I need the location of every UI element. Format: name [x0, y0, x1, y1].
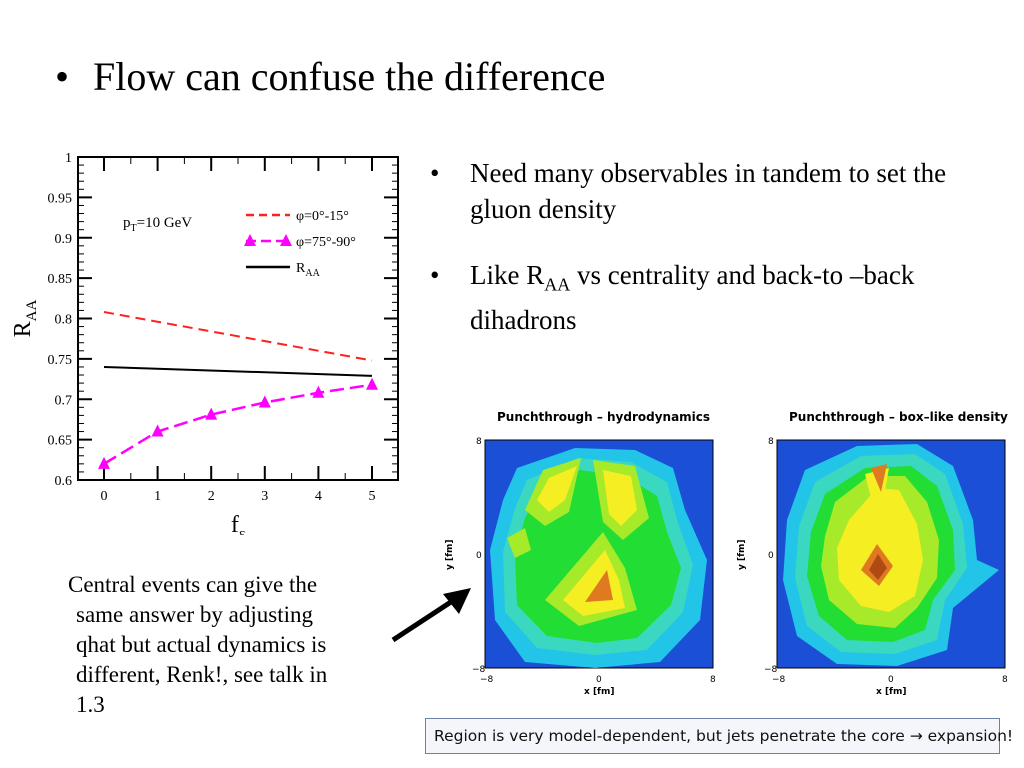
- pt-annotation-sub: T: [131, 223, 137, 234]
- bullet-2-sub: AA: [544, 274, 571, 295]
- bullet-2-post: vs centrality and back-to –back dihadron…: [470, 260, 915, 336]
- callout-line: same answer by adjusting: [76, 602, 313, 627]
- x-tick-label: 4: [315, 489, 322, 504]
- map2-xtick: 0: [888, 675, 894, 685]
- bullet-dot: •: [430, 158, 440, 188]
- callout-line: Central events can give the: [68, 572, 318, 597]
- callout-line: different, Renk!, see talk in: [76, 662, 328, 687]
- bullet-2: • Like RAA vs centrality and back-to –ba…: [430, 257, 990, 337]
- map1-ytick: 8: [476, 437, 482, 447]
- map2-ytick: 0: [768, 551, 774, 561]
- series-line-3: [103, 365, 373, 377]
- legend-label: φ=0°-15°: [296, 209, 349, 224]
- y-axis-label: RAA: [10, 299, 40, 337]
- map2-xtick: −8: [772, 675, 786, 685]
- y-axis-label-sub: AA: [24, 299, 40, 321]
- slide-title: • Flow can confuse the difference: [55, 52, 605, 102]
- y-tick-label: 0.75: [48, 353, 73, 368]
- series-line-1: [103, 311, 373, 362]
- callout-text: Central events can give the same answer …: [68, 570, 398, 720]
- bullet-1: • Need many observables in tandem to set…: [430, 155, 990, 235]
- map2-ylabel: y [fm]: [737, 539, 747, 570]
- legend-marker: [244, 234, 256, 246]
- arrow-icon: [391, 588, 471, 643]
- x-axis-label: fε: [231, 512, 245, 535]
- series-point: [98, 456, 110, 469]
- series-point: [366, 377, 378, 390]
- x-axis-label-sub: ε: [239, 526, 245, 535]
- y-tick-label: 0.8: [55, 313, 73, 328]
- callout-line: qhat but actual dynamics is: [76, 632, 327, 657]
- bullet-2-text: Like RAA vs centrality and back-to –back…: [470, 257, 990, 338]
- bullet-2-pre: Like R: [470, 260, 545, 290]
- y-tick-label: 0.6: [55, 474, 73, 489]
- legend-label-sub: AA: [305, 268, 320, 279]
- y-tick-label: 1: [65, 151, 72, 166]
- y-tick-label: 0.9: [55, 232, 73, 247]
- caption-box: Region is very model-dependent, but jets…: [425, 718, 1013, 754]
- pt-annotation: pT=10 GeV: [123, 215, 192, 234]
- x-tick-label: 3: [261, 489, 268, 504]
- title-bullet: •: [55, 54, 70, 99]
- map2-title: Punchthrough – box–like density: [789, 410, 1008, 424]
- title-text: Flow can confuse the difference: [93, 54, 606, 99]
- map1-title: Punchthrough – hydrodynamics: [497, 410, 711, 424]
- map2-xlabel: x [fm]: [876, 687, 906, 697]
- x-tick-label: 0: [101, 489, 108, 504]
- bullet-1-text: Need many observables in tandem to set t…: [470, 158, 947, 224]
- map1-plot: [484, 439, 714, 669]
- map2-plot: [776, 439, 1006, 669]
- map2-ytick: −8: [764, 665, 778, 675]
- map2-ytick: 8: [768, 437, 774, 447]
- bullet-dot: •: [430, 260, 440, 290]
- x-tick-label: 1: [154, 489, 161, 504]
- map1-ylabel: y [fm]: [445, 539, 455, 570]
- legend-label: φ=75°-90°: [296, 235, 356, 250]
- y-tick-label: 0.95: [48, 191, 73, 206]
- map1-xlabel: x [fm]: [584, 687, 614, 697]
- contour-maps: 8 0 −8 −8 0 8 x [fm] y [fm] 8 0 −8 −8 0 …: [445, 437, 1008, 697]
- legend-marker: [280, 234, 292, 246]
- map1-xtick: 0: [596, 675, 602, 685]
- series-point: [258, 395, 271, 408]
- series-point: [151, 424, 164, 437]
- x-tick-label: 2: [208, 489, 215, 504]
- y-tick-label: 0.85: [48, 272, 73, 287]
- map1-xtick: −8: [480, 675, 494, 685]
- map1-ytick: 0: [476, 551, 482, 561]
- legend-label: RAA: [296, 261, 321, 279]
- pt-annotation-post: =10 GeV: [137, 215, 193, 231]
- map1-ytick: −8: [472, 665, 486, 675]
- map2-xtick: 8: [1002, 675, 1008, 685]
- y-tick-label: 0.7: [55, 393, 73, 408]
- x-tick-label: 5: [369, 489, 376, 504]
- map1-xtick: 8: [710, 675, 716, 685]
- y-tick-label: 0.65: [48, 434, 73, 449]
- series-point: [312, 385, 325, 398]
- series-point: [205, 407, 218, 420]
- series-line-2: [103, 383, 373, 465]
- callout-line: 1.3: [76, 692, 105, 717]
- plot-frame: [77, 156, 399, 481]
- rAA-chart: 0.6 0.65 0.7 0.75 0.8 0.85 0.9 0.95 1 0 1 2 3 4 5 fε RAA…: [10, 151, 399, 535]
